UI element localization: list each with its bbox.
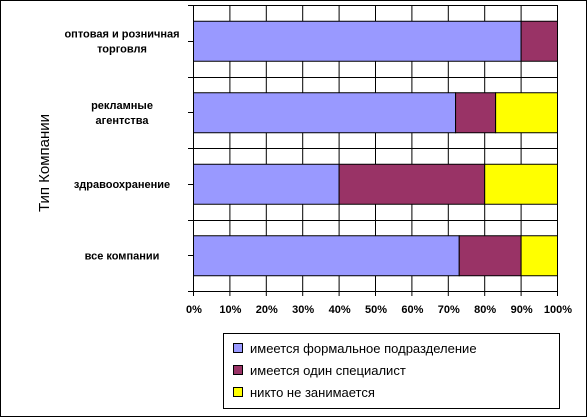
x-tick-label: 40% — [329, 304, 351, 316]
y-axis-title: Тип Компании — [36, 114, 53, 212]
x-tick-labels: 0% 10% 20% 30% 40% 50% 60% 70% 80% 90% 100% — [186, 304, 572, 316]
x-tick-label: 60% — [401, 304, 423, 316]
legend-box — [223, 333, 560, 409]
x-tick-label: 70% — [438, 304, 460, 316]
bar-segment — [455, 92, 497, 134]
x-tick-label: 80% — [474, 304, 496, 316]
bar-segment — [495, 92, 558, 134]
category-label: рекламные — [91, 100, 153, 112]
bar-segment — [193, 235, 460, 277]
legend: имеется формальное подразделение имеется … — [223, 333, 560, 409]
x-tick-label: 20% — [256, 304, 278, 316]
legend-label: имеется формальное подразделение — [250, 341, 477, 356]
legend-label: имеется один специалист — [250, 363, 406, 378]
legend-swatch — [233, 365, 243, 375]
category-label: оптовая и розничная — [64, 28, 179, 40]
bar-segment — [458, 235, 522, 277]
legend-swatch — [233, 387, 243, 397]
category-label: все компании — [85, 250, 160, 262]
bar-segment — [193, 20, 522, 62]
category-label: агентства — [96, 115, 150, 127]
bar-segment — [520, 20, 558, 62]
x-tick-label: 100% — [544, 304, 572, 316]
category-labels: оптовая и розничная торговля рекламные аген… — [64, 28, 179, 262]
x-tick-label: 0% — [186, 304, 202, 316]
legend-swatch — [233, 343, 243, 353]
x-tick-label: 50% — [365, 304, 387, 316]
bar-segment — [193, 163, 340, 205]
bar-segment — [520, 235, 558, 277]
bar-segment — [193, 92, 457, 134]
bar-segment — [484, 163, 559, 205]
legend-label: никто не занимается — [250, 385, 375, 400]
x-tick-label: 30% — [292, 304, 314, 316]
category-label: здравоохранение — [74, 179, 170, 191]
category-label: торговля — [97, 43, 147, 55]
x-tick-label: 10% — [219, 304, 241, 316]
bar-segment — [338, 163, 486, 205]
x-tick-label: 90% — [511, 304, 533, 316]
axes — [188, 5, 558, 296]
bars — [193, 20, 559, 277]
